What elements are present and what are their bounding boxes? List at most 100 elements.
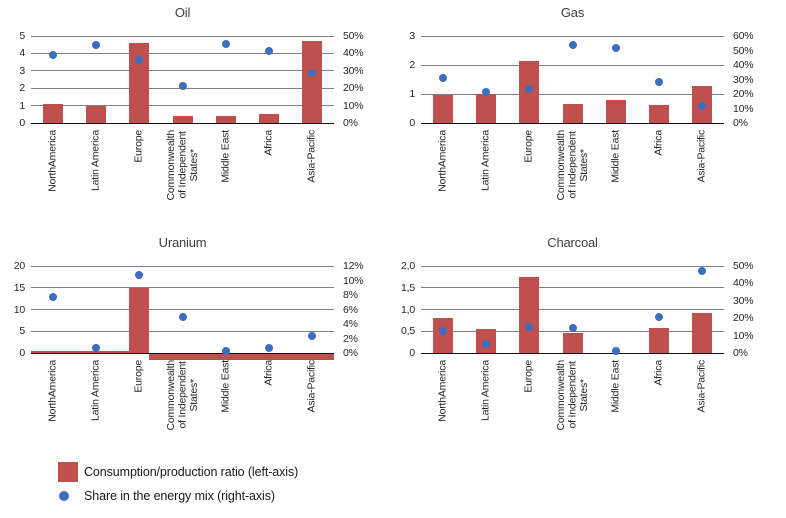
share-dot — [265, 343, 274, 352]
right-axis-tick: 20% — [733, 312, 754, 325]
gridline — [421, 35, 724, 37]
ratio-bar — [432, 94, 453, 123]
below-axis-band — [149, 354, 334, 360]
right-axis-tick: 60% — [733, 30, 754, 42]
gridline — [421, 64, 724, 66]
share-dot — [221, 39, 230, 48]
right-axis-tick: 0% — [343, 347, 358, 359]
plot-area — [421, 35, 724, 124]
ratio-bar — [649, 328, 670, 353]
ratio-bar — [475, 94, 496, 123]
right-axis-tick: 12% — [343, 260, 364, 272]
left-axis-tick: 2 — [409, 59, 415, 71]
category-label: Latin America — [479, 130, 492, 192]
left-axis-tick: 0 — [409, 117, 415, 129]
left-axis-tick: 0 — [409, 347, 415, 359]
share-dot — [481, 340, 490, 349]
chart-title: Gas — [560, 5, 585, 20]
legend-label-share: Share in the energy mix (right-axis) — [84, 489, 275, 503]
x-axis-line — [421, 352, 724, 354]
ratio-bar — [562, 333, 583, 353]
category-label: Latin America — [89, 130, 102, 192]
category-label: Asia-Pacific — [695, 130, 708, 183]
left-axis-tick: 1 — [409, 88, 415, 100]
share-dot — [438, 74, 447, 83]
gridline — [31, 309, 334, 310]
category-label: Latin America — [89, 360, 102, 422]
category-label: Africa — [262, 360, 275, 386]
chart-uranium: Uranium 20 15 10 5 0 12% 10% 8% 6% 4% 2% 0% NorthAmer… — [0, 230, 392, 460]
left-axis-tick: 20 — [13, 260, 25, 272]
chart-oil: Oil 5 4 3 2 1 0 50% 40% 30% 20% 10% 0% NorthAmerica La… — [0, 0, 392, 230]
plot-area — [31, 35, 334, 124]
gridline — [31, 105, 334, 107]
bar-series-swatch-icon — [58, 462, 78, 482]
share-dot — [178, 312, 187, 321]
right-axis-tick: 40% — [733, 59, 754, 71]
category-label: Africa — [652, 130, 665, 156]
gridline — [31, 52, 334, 54]
share-dot — [611, 347, 620, 356]
right-axis-tick: 0% — [343, 117, 358, 129]
left-axis-tick: 1 — [19, 99, 25, 112]
share-dot — [308, 69, 317, 78]
legend-marker-box — [58, 462, 84, 482]
left-axis-tick: 0 — [19, 117, 25, 129]
category-label: Europe — [522, 360, 535, 393]
left-axis-tick: 3 — [409, 30, 415, 42]
share-dot — [438, 327, 447, 336]
category-label: Commonwealth of Independent States* — [164, 130, 200, 201]
left-axis-tick: 0 — [19, 347, 25, 359]
chart-charcoal: Charcoal 2,0 1,5 1,0 0,5 0 50% 40% 30% 20% 10% 0% No… — [390, 230, 782, 460]
ratio-bar — [129, 42, 150, 123]
gridline — [31, 35, 334, 37]
right-axis-tick: 40% — [343, 47, 364, 60]
ratio-bar — [562, 104, 583, 123]
right-axis-tick: 10% — [733, 329, 754, 342]
left-axis-tick: 1,0 — [401, 303, 415, 316]
left-axis-tick: 10 — [13, 303, 25, 316]
ratio-bar — [129, 287, 150, 353]
right-axis-tick: 20% — [733, 88, 754, 100]
category-label: Europe — [132, 130, 145, 163]
dot-series-swatch-icon — [59, 491, 69, 501]
share-dot — [91, 343, 100, 352]
ratio-bar — [692, 312, 713, 353]
category-label: Commonwealth of Independent States* — [554, 360, 590, 431]
category-label: Asia-Pacific — [305, 130, 318, 183]
category-label: Asia-Pacific — [695, 360, 708, 413]
ratio-bar — [605, 100, 626, 123]
ratio-bar — [85, 105, 106, 123]
ratio-bar — [432, 318, 453, 353]
left-axis-tick: 4 — [19, 47, 25, 60]
x-axis-line — [31, 352, 334, 354]
ratio-bar — [215, 116, 236, 123]
left-axis-tick: 0,5 — [401, 325, 415, 338]
gridline — [421, 265, 724, 267]
left-axis-tick: 1,5 — [401, 281, 415, 294]
share-dot — [568, 323, 577, 332]
ratio-bar — [42, 103, 63, 123]
left-axis-tick: 5 — [19, 325, 25, 338]
left-axis-tick: 15 — [13, 281, 25, 294]
x-axis-line — [421, 122, 724, 124]
share-dot — [135, 55, 144, 64]
x-axis-line — [31, 122, 334, 124]
right-axis-tick: 50% — [733, 44, 754, 57]
left-axis-tick: 2 — [19, 82, 25, 95]
category-label: Africa — [652, 360, 665, 386]
left-axis-tick: 3 — [19, 64, 25, 77]
category-label: Africa — [262, 130, 275, 156]
category-label: NorthAmerica — [435, 360, 448, 422]
right-axis-tick: 50% — [343, 30, 364, 42]
chart-title: Oil — [174, 5, 191, 20]
chart-title: Uranium — [158, 235, 207, 250]
share-dot — [481, 87, 490, 96]
right-axis-tick: 50% — [733, 260, 754, 272]
right-axis-tick: 4% — [343, 318, 358, 330]
category-label: Middle East — [219, 130, 232, 183]
category-label: Commonwealth of Independent States* — [164, 360, 200, 431]
share-dot — [178, 82, 187, 91]
ratio-bar — [649, 104, 670, 123]
right-axis-tick: 30% — [733, 294, 754, 307]
